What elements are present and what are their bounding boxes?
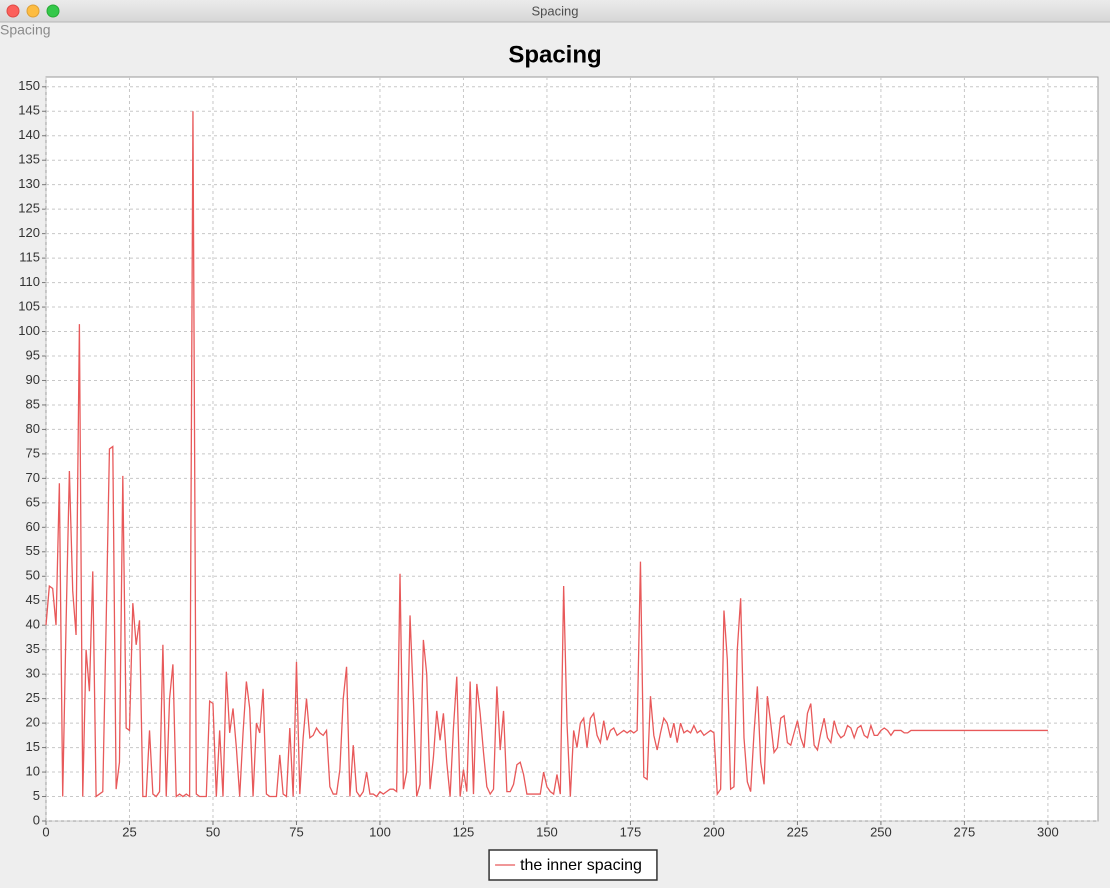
y-tick-label: 150 [18, 78, 40, 93]
y-tick-label: 25 [26, 690, 40, 705]
y-tick-label: 135 [18, 152, 40, 167]
x-tick-label: 300 [1037, 824, 1059, 839]
y-tick-label: 90 [26, 372, 40, 387]
x-tick-label: 225 [787, 824, 809, 839]
y-tick-label: 65 [26, 494, 40, 509]
y-tick-label: 30 [26, 666, 40, 681]
close-button[interactable] [6, 4, 20, 18]
x-tick-label: 150 [536, 824, 558, 839]
y-tick-label: 145 [18, 103, 40, 118]
y-tick-label: 45 [26, 592, 40, 607]
y-tick-label: 130 [18, 176, 40, 191]
y-tick-label: 85 [26, 396, 40, 411]
y-tick-label: 15 [26, 739, 40, 754]
y-tick-label: 120 [18, 225, 40, 240]
x-tick-label: 275 [954, 824, 976, 839]
legend-label: the inner spacing [520, 857, 642, 874]
minimize-button[interactable] [26, 4, 40, 18]
zoom-button[interactable] [46, 4, 60, 18]
y-tick-label: 105 [18, 298, 40, 313]
y-tick-label: 80 [26, 421, 40, 436]
data-line [45, 111, 1048, 798]
y-tick-label: 0 [33, 812, 40, 827]
y-tick-label: 5 [33, 788, 40, 803]
y-tick-label: 60 [26, 519, 40, 534]
y-tick-label: 140 [18, 127, 40, 142]
y-tick-label: 70 [26, 470, 40, 485]
y-tick-label: 75 [26, 445, 40, 460]
legend: the inner spacing [488, 849, 658, 881]
y-tick-label: 50 [26, 568, 40, 583]
y-tick-label: 40 [26, 617, 40, 632]
x-tick-label: 175 [620, 824, 642, 839]
plot-area [45, 76, 1099, 822]
x-tick-label: 200 [703, 824, 725, 839]
y-tick-label: 95 [26, 347, 40, 362]
y-tick-label: 110 [19, 274, 40, 289]
window-title: Spacing [532, 3, 579, 18]
x-tick-label: 125 [453, 824, 475, 839]
x-tick-label: 250 [870, 824, 892, 839]
x-tick-label: 25 [122, 824, 136, 839]
y-tick-label: 115 [19, 250, 40, 265]
y-tick-label: 55 [26, 543, 40, 558]
y-tick-label: 10 [26, 763, 40, 778]
x-tick-label: 100 [369, 824, 391, 839]
x-tick-label: 50 [206, 824, 220, 839]
panel-label: Spacing [0, 22, 51, 38]
legend-box [488, 849, 658, 881]
y-tick-label: 35 [26, 641, 40, 656]
y-tick-label: 100 [18, 323, 40, 338]
title-bar [0, 0, 1110, 22]
y-tick-label: 125 [18, 201, 40, 216]
x-tick-label: 75 [289, 824, 303, 839]
x-tick-label: 0 [42, 824, 49, 839]
y-tick-label: 20 [26, 715, 40, 730]
chart-title: Spacing [508, 41, 601, 68]
